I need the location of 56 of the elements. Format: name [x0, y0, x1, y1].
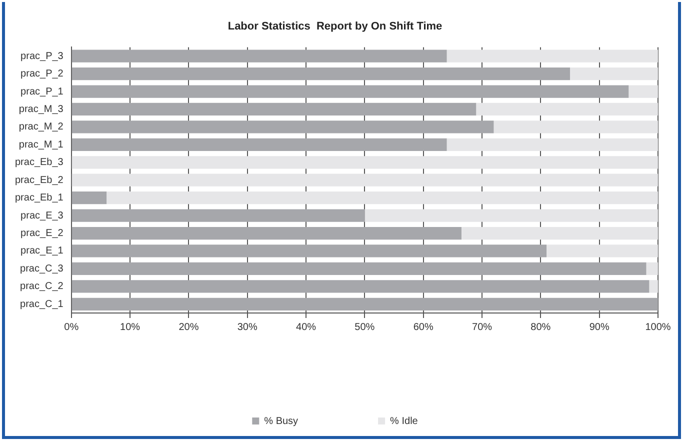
bar — [72, 280, 650, 293]
bar — [628, 85, 658, 98]
bar — [106, 192, 658, 204]
bar — [72, 50, 447, 62]
x-tick-label: 50% — [354, 322, 375, 333]
bar — [446, 138, 658, 151]
bar — [72, 226, 462, 240]
y-tick-label: prac_C_3 — [20, 263, 64, 274]
y-tick-label: prac_Eb_1 — [14, 192, 64, 204]
y-tick-label: prac_Eb_3 — [14, 157, 64, 168]
legend-label: % Busy — [264, 416, 298, 427]
x-tick-label: 90% — [589, 322, 610, 333]
bar — [72, 120, 494, 134]
x-tick-label: 30% — [237, 322, 258, 333]
y-tick-label: prac_M_3 — [18, 104, 64, 115]
x-tick-label: 70% — [472, 322, 492, 333]
x-tick-label: 0% — [64, 322, 79, 333]
x-tick-label: 10% — [120, 322, 140, 333]
y-tick-label: prac_C_2 — [20, 281, 64, 292]
y-tick-label: prac_E_2 — [20, 228, 64, 240]
bar — [646, 262, 658, 276]
y-tick-label: prac_M_1 — [18, 139, 64, 150]
y-tick-label: prac_E_3 — [20, 210, 64, 222]
chart-title: Labor Statistics Report by On Shift Time — [228, 20, 442, 33]
bar — [72, 298, 658, 310]
bar — [570, 67, 658, 80]
bar — [72, 192, 107, 204]
x-tick-label: 80% — [530, 322, 551, 333]
bar — [476, 102, 658, 116]
y-tick-label: prac_C_1 — [20, 298, 64, 310]
bar — [72, 156, 658, 169]
y-tick-label: prac_P_1 — [20, 86, 64, 98]
bar — [72, 174, 658, 186]
bar — [72, 85, 629, 98]
bar — [364, 209, 658, 222]
bar — [72, 138, 447, 151]
x-tick-label: 100% — [645, 322, 671, 333]
y-tick-label: prac_M_2 — [18, 122, 64, 133]
bar — [72, 262, 646, 276]
bar — [72, 102, 476, 116]
x-tick-label: 20% — [178, 322, 199, 333]
x-tick-label: 60% — [413, 322, 434, 333]
bar — [494, 120, 658, 134]
y-tick-label: prac_P_3 — [20, 50, 64, 62]
bar — [446, 50, 658, 62]
bar — [72, 244, 547, 258]
bar — [546, 244, 658, 258]
y-tick-label: prac_E_1 — [20, 246, 64, 257]
y-tick-label: prac_P_2 — [20, 68, 64, 80]
x-tick-label: 40% — [296, 322, 316, 333]
bar — [461, 226, 658, 240]
bar — [72, 209, 365, 222]
bar — [72, 67, 570, 80]
y-tick-label: prac_Eb_2 — [14, 174, 64, 186]
bar — [649, 280, 658, 293]
legend-label: % Idle — [390, 416, 418, 427]
